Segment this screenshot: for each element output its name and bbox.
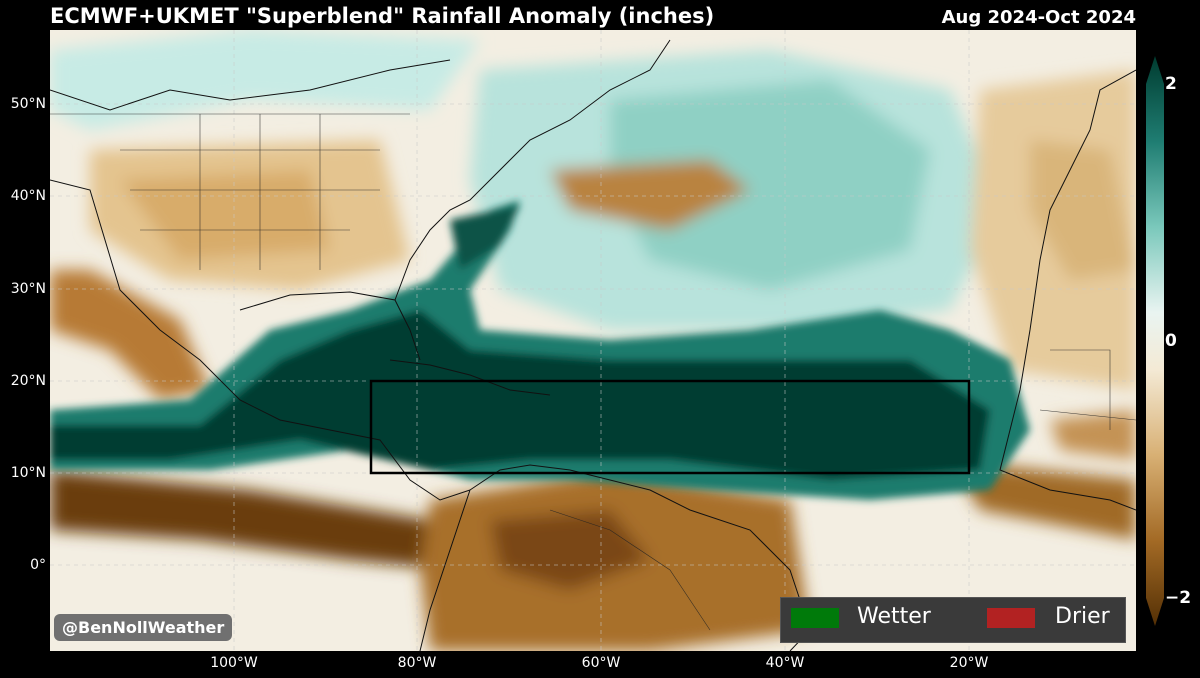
lon-label-80w: 80°W xyxy=(397,655,437,671)
lat-label-0: 0° xyxy=(30,557,46,573)
legend-wetter-label: Wetter xyxy=(857,604,931,629)
focus-region-box xyxy=(369,379,971,475)
lat-label-50n: 50°N xyxy=(10,96,46,112)
period-label: Aug 2024-Oct 2024 xyxy=(941,7,1136,28)
lat-label-30n: 30°N xyxy=(10,281,46,297)
colorbar-mid-label: 0 xyxy=(1165,331,1177,351)
anomaly-field xyxy=(50,30,1136,651)
lon-label-40w: 40°W xyxy=(765,655,805,671)
coastlines xyxy=(50,39,1136,651)
map-title: ECMWF+UKMET "Superblend" Rainfall Anomal… xyxy=(50,4,715,28)
lat-label-20n: 20°N xyxy=(10,373,46,389)
legend-drier-swatch xyxy=(987,608,1035,628)
colorbar-max-label: 2 xyxy=(1165,74,1177,94)
lon-label-60w: 60°W xyxy=(581,655,621,671)
rainfall-anomaly-map xyxy=(50,30,1136,651)
legend-wetter-swatch xyxy=(791,608,839,628)
legend-drier-label: Drier xyxy=(1055,604,1110,629)
lon-label-100w: 100°W xyxy=(210,655,258,671)
legend: Wetter Drier xyxy=(780,597,1126,643)
colorbar xyxy=(1146,56,1164,626)
colorbar-gradient xyxy=(1146,56,1164,626)
lat-label-10n: 10°N xyxy=(10,465,46,481)
watermark: @BenNollWeather xyxy=(54,614,233,641)
lon-label-20w: 20°W xyxy=(949,655,989,671)
colorbar-min-label: −2 xyxy=(1165,588,1192,608)
borders xyxy=(50,113,1136,631)
lat-label-40n: 40°N xyxy=(10,188,46,204)
